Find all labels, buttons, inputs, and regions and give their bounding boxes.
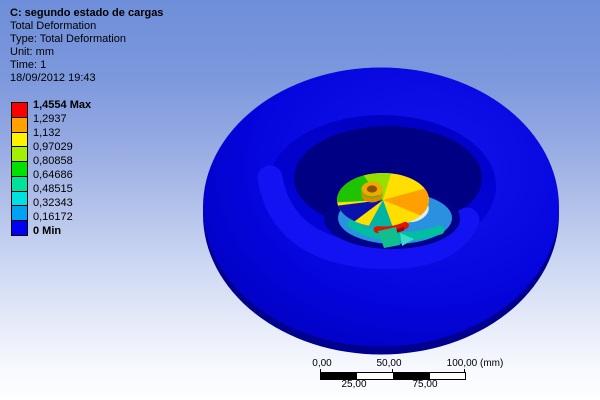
result-timestamp: 18/09/2012 19:43 <box>10 71 96 84</box>
hub-hole <box>366 185 378 193</box>
legend-band <box>12 132 27 148</box>
ruler-tick-100 <box>464 369 465 373</box>
legend-label: 0,80858 <box>33 155 73 167</box>
legend-label: 1,2937 <box>33 113 67 125</box>
legend-band <box>12 147 27 163</box>
legend-band <box>12 221 27 236</box>
legend-label: 0,48515 <box>33 183 73 195</box>
ruler-segment <box>429 373 465 379</box>
legend-band <box>12 206 27 222</box>
ruler-label-100: 100,00 (mm) <box>446 358 504 369</box>
hub-side <box>361 190 383 203</box>
legend-label-min: 0 Min <box>33 225 62 237</box>
legend-label: 0,97029 <box>33 141 73 153</box>
ruler-segment <box>321 373 358 379</box>
lower-blade-green <box>378 227 400 248</box>
result-name: Total Deformation <box>10 19 97 32</box>
legend-label: 0,16172 <box>33 211 73 223</box>
impeller-notch-bottom <box>368 200 393 228</box>
ruler-tick-50 <box>392 369 393 373</box>
legend-band <box>12 176 27 192</box>
legend-band <box>12 103 27 118</box>
ruler-tick-0 <box>320 369 321 373</box>
result-info-block: C: segundo estado de cargas Total Deform… <box>10 7 163 84</box>
legend-band <box>12 162 27 177</box>
legend-label-max: 1,4554 Max <box>33 99 92 111</box>
impeller-blade-orange <box>383 188 430 216</box>
result-type: Type: Total Deformation <box>10 32 126 45</box>
contour-legend[interactable]: 1,4554 Max 1,2937 1,132 0,97029 0,80858 … <box>0 95 110 245</box>
impeller-notch-left <box>338 200 383 222</box>
ruler-label-50: 50,00 <box>376 358 402 369</box>
ruler-label-0: 0,00 <box>312 358 332 369</box>
legend-color-strip <box>11 102 28 236</box>
ruler-label-25: 25,00 <box>341 379 367 390</box>
ruler-bar <box>320 372 466 380</box>
legend-band <box>12 117 27 133</box>
result-time: Time: 1 <box>10 58 47 71</box>
result-title: C: segundo estado de cargas <box>10 7 164 19</box>
legend-label: 0,32343 <box>33 197 73 209</box>
ruler-segment <box>393 373 430 379</box>
legend-label: 0,64686 <box>33 169 73 181</box>
legend-label: 1,132 <box>33 127 61 139</box>
result-unit: Unit: mm <box>10 45 54 58</box>
volute-tongue <box>257 165 480 270</box>
lower-blade-cyan <box>400 233 414 246</box>
ruler-label-75: 75,00 <box>412 379 438 390</box>
legend-band <box>12 191 27 207</box>
scale-ruler: 0,00 50,00 100,00 (mm) 25,00 75,00 <box>300 355 600 397</box>
ruler-segment <box>357 373 394 379</box>
